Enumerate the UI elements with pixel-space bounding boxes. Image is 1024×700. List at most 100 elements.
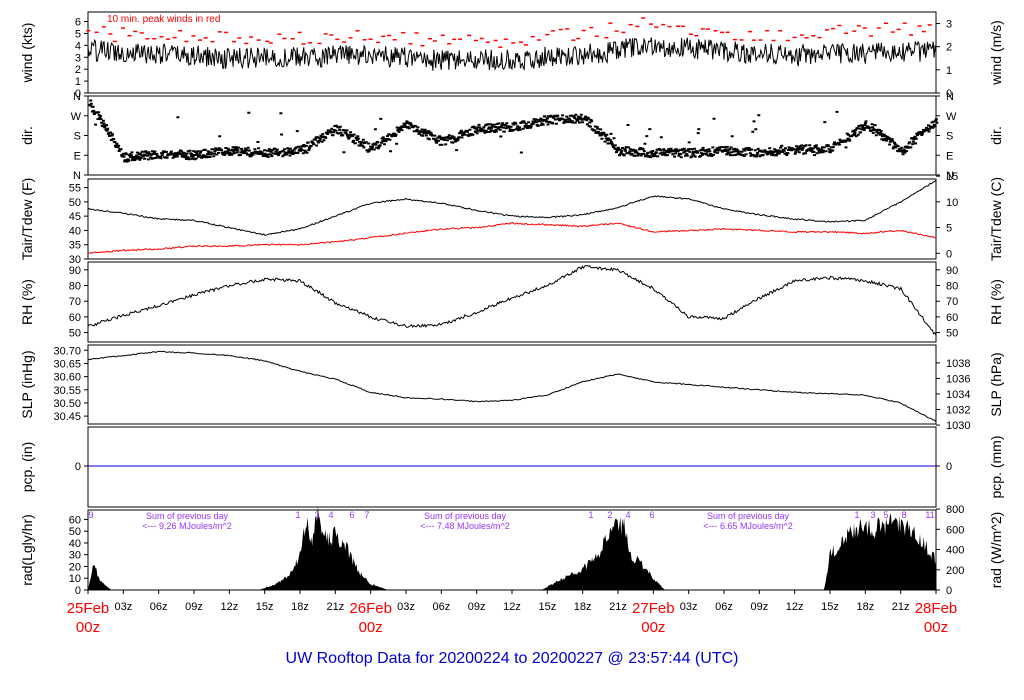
ytick-label-pressure: 30.45: [53, 411, 81, 423]
ytick-label-humidity: 60: [69, 312, 81, 324]
xtick-label: 06z: [150, 601, 168, 613]
ytick-right-label-temperature: 0: [946, 248, 952, 260]
xtick-label: 15z: [256, 601, 274, 613]
ytick-label-direction: S: [74, 131, 81, 143]
ytick-label-pressure: 30.70: [53, 345, 81, 357]
ytick-right-label-humidity: 60: [946, 312, 958, 324]
slp-line: [87, 350, 937, 423]
ytick-label-radiation: 0: [75, 585, 81, 597]
ylabel-direction: dir.: [19, 126, 35, 145]
xtick-label: 18z: [574, 601, 592, 613]
date-hour-label: 00z: [76, 619, 100, 636]
ytick-label-wind: 3: [75, 52, 81, 64]
ytick-right-label-humidity: 90: [946, 265, 958, 277]
date-label: 26Feb: [349, 600, 392, 617]
ytick-right-label-radiation: 0: [946, 585, 952, 597]
radiation-hour-number: 6: [349, 510, 354, 520]
ytick-label-direction: N: [73, 170, 81, 182]
ytick-right-label-humidity: 70: [946, 296, 958, 308]
xtick-label: 21z: [609, 601, 627, 613]
ytick-label-humidity: 50: [69, 328, 81, 340]
ytick-label-temperature: 45: [69, 211, 81, 223]
ytick-label-wind: 1: [75, 76, 81, 88]
ylabel-precipitation: pcp. (in): [19, 442, 35, 493]
ytick-label-radiation: 40: [69, 538, 81, 550]
xtick-label: 18z: [291, 601, 309, 613]
radiation-hour-number: 9: [88, 510, 93, 520]
ytick-right-label-humidity: 80: [946, 281, 958, 293]
xtick-label: 06z: [715, 601, 733, 613]
ytick-label-wind: 0: [75, 88, 81, 100]
radiation-hour-number: 4: [328, 510, 333, 520]
ytick-right-label-pressure: 1034: [946, 389, 970, 401]
ylabel-temperature: Tair/Tdew (F): [19, 178, 35, 260]
ylabel-radiation: rad(Lgly/hr): [19, 514, 35, 586]
ytick-label-direction: E: [74, 150, 81, 162]
ytick-label-temperature: 50: [69, 197, 81, 209]
panel-frame-direction: [87, 95, 937, 176]
ylabel-right-humidity: RH (%): [988, 279, 1004, 325]
radiation-hour-number: 6: [649, 510, 654, 520]
ylabel-right-temperature: Tair/Tdew (C): [988, 177, 1004, 261]
panel-frame-pressure: [87, 344, 937, 425]
ytick-label-wind: 4: [75, 40, 81, 52]
ytick-right-label-direction: E: [946, 150, 953, 162]
panel-frame-temperature: [87, 178, 937, 260]
ylabel-right-direction: dir.: [988, 126, 1004, 145]
peak-winds-annotation: 10 min. peak winds in red: [107, 14, 220, 25]
xtick-label: 09z: [750, 601, 768, 613]
ytick-label-pressure: 30.65: [53, 358, 81, 370]
xtick-label: 12z: [220, 601, 238, 613]
temp-line-tair: [87, 180, 937, 236]
ytick-label-direction: W: [71, 111, 82, 123]
radiation-hour-number: 5: [883, 510, 888, 520]
ytick-label-precipitation: 0: [75, 461, 81, 473]
radiation-sum-title: Sum of previous day: [146, 511, 229, 521]
ytick-right-label-wind: 0: [946, 88, 952, 100]
ytick-label-pressure: 30.60: [53, 372, 81, 384]
radiation-hour-number: 4: [625, 510, 630, 520]
xtick-label: 21z: [326, 601, 344, 613]
ytick-right-label-temperature: 5: [946, 223, 952, 235]
wind-direction-points: [88, 99, 939, 163]
ytick-right-label-radiation: 200: [946, 565, 964, 577]
xtick-label: 03z: [397, 601, 415, 613]
ytick-label-radiation: 30: [69, 550, 81, 562]
radiation-area: [88, 506, 936, 590]
ylabel-right-wind: wind (m/s): [988, 20, 1004, 86]
ytick-right-label-radiation: 800: [946, 504, 964, 516]
ytick-right-label-pressure: 1030: [946, 420, 970, 432]
date-hour-label: 00z: [359, 619, 383, 636]
xtick-label: 03z: [680, 601, 698, 613]
ytick-right-label-wind: 1: [946, 65, 952, 77]
radiation-sum-title: Sum of previous day: [424, 511, 507, 521]
date-label: 25Feb: [67, 600, 110, 617]
ytick-label-direction: N: [73, 91, 81, 103]
ylabel-wind: wind (kts): [19, 23, 35, 84]
ytick-right-label-precipitation: 0: [946, 461, 952, 473]
radiation-hour-number: 8: [901, 510, 906, 520]
ytick-label-wind: 5: [75, 28, 81, 40]
ylabel-right-pressure: SLP (hPa): [988, 352, 1004, 416]
ytick-right-label-pressure: 1032: [946, 405, 970, 417]
ytick-label-temperature: 35: [69, 240, 81, 252]
xtick-label: 12z: [786, 601, 804, 613]
ytick-label-wind: 6: [75, 17, 81, 29]
ytick-label-radiation: 10: [69, 573, 81, 585]
ytick-right-label-temperature: 15: [946, 171, 958, 183]
ytick-label-radiation: 50: [69, 526, 81, 538]
ytick-label-pressure: 30.55: [53, 385, 81, 397]
ytick-right-label-radiation: 400: [946, 545, 964, 557]
ytick-right-label-direction: N: [946, 170, 954, 182]
ylabel-right-precipitation: pcp. (mm): [988, 436, 1004, 499]
radiation-hour-number: 7: [364, 510, 369, 520]
temp-line-tdew: [87, 222, 937, 254]
date-label: 27Feb: [632, 600, 675, 617]
date-label: 28Feb: [915, 600, 958, 617]
wind-speed-line: [87, 37, 937, 72]
date-hour-label: 00z: [924, 619, 948, 636]
ytick-right-label-radiation: 600: [946, 524, 964, 536]
xtick-label: 18z: [856, 601, 874, 613]
radiation-hour-number: 1: [588, 510, 593, 520]
ytick-right-label-pressure: 1036: [946, 373, 970, 385]
